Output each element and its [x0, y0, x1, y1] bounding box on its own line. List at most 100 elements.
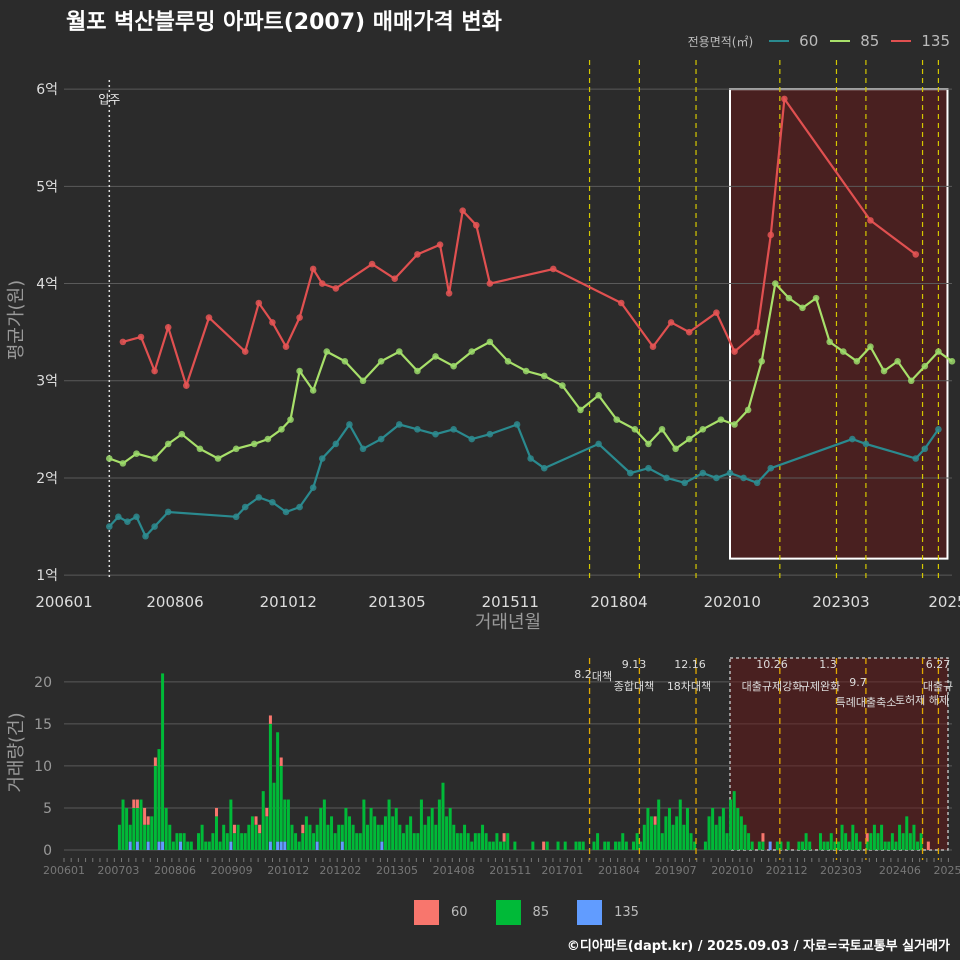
top-legend-title: 전용면적(㎡) — [687, 34, 754, 49]
volume-bar-85 — [286, 799, 290, 850]
volume-bar-85 — [667, 807, 671, 850]
volume-bar-60 — [132, 799, 136, 808]
volume-event-date: 9.7 — [849, 676, 867, 689]
price-point-60 — [269, 498, 276, 506]
volume-x-tick: 200601 — [43, 864, 85, 877]
price-point-135 — [296, 314, 303, 321]
price-x-tick: 200601 — [35, 593, 92, 611]
volume-bar-85 — [721, 807, 725, 850]
price-series-line-135 — [122, 95, 917, 390]
volume-bar-85 — [556, 841, 560, 850]
price-point-85 — [486, 338, 494, 346]
price-x-tick: 202010 — [704, 593, 761, 611]
volume-bar-85 — [513, 841, 517, 850]
price-point-60 — [232, 513, 240, 521]
price-point-85 — [839, 348, 847, 355]
volume-bar-85 — [650, 816, 654, 850]
price-point-85 — [377, 358, 385, 365]
volume-bar-85 — [211, 833, 215, 850]
volume-bar-135 — [135, 841, 139, 850]
volume-bar-85 — [822, 841, 826, 850]
price-point-135 — [269, 319, 276, 326]
volume-bar-60 — [135, 799, 139, 808]
volume-bar-85 — [139, 799, 143, 850]
volume-bar-60 — [214, 807, 218, 817]
price-point-60 — [164, 508, 172, 516]
price-x-tick: 2025 — [928, 593, 960, 611]
price-point-135 — [368, 260, 376, 268]
volume-bar-85 — [617, 841, 621, 850]
volume-bar-85 — [614, 841, 618, 850]
volume-bar-85 — [729, 799, 733, 850]
volume-bar-85 — [445, 816, 449, 850]
volume-bar-85 — [452, 824, 456, 850]
volume-bar-85 — [214, 816, 218, 850]
volume-bar-60 — [865, 833, 869, 842]
volume-bar-135 — [315, 841, 319, 850]
volume-bar-135 — [161, 841, 165, 850]
volume-bar-85 — [750, 841, 754, 850]
price-point-85 — [645, 440, 652, 448]
volume-bar-85 — [204, 841, 208, 850]
volume-bar-60 — [279, 757, 283, 766]
price-point-60 — [740, 474, 747, 482]
price-point-85 — [631, 426, 639, 433]
price-point-85 — [232, 445, 240, 453]
volume-bar-60 — [265, 807, 269, 817]
volume-bar-85 — [905, 816, 909, 850]
volume-bar-85 — [125, 807, 129, 850]
volume-bar-85 — [596, 833, 600, 850]
price-point-60 — [106, 523, 113, 530]
bottom-legend: 60 85 135 — [414, 900, 667, 925]
volume-bar-85 — [254, 824, 258, 850]
volume-bar-85 — [344, 807, 348, 850]
volume-bar-60 — [232, 824, 236, 834]
volume-bar-85 — [732, 791, 736, 850]
volume-bar-85 — [797, 841, 801, 850]
price-point-135 — [332, 285, 340, 292]
volume-bar-85 — [405, 824, 409, 850]
price-point-60 — [414, 426, 421, 433]
bottom-legend-swatch-135 — [577, 900, 603, 925]
volume-bar-85 — [448, 807, 452, 850]
bottom-legend-swatch-85 — [495, 900, 521, 925]
volume-x-tick: 202112 — [766, 864, 808, 877]
volume-bar-85 — [880, 824, 884, 850]
price-point-60 — [713, 474, 720, 482]
volume-bar-85 — [775, 841, 779, 850]
volume-bar-85 — [427, 816, 431, 850]
price-point-135 — [472, 221, 480, 229]
price-y-tick: 3억 — [36, 374, 58, 390]
volume-bar-85 — [872, 824, 876, 850]
volume-bar-85 — [894, 841, 898, 850]
price-point-85 — [826, 338, 833, 346]
volume-bar-85 — [890, 833, 894, 850]
price-x-tick: 201012 — [260, 593, 317, 611]
volume-bar-85 — [757, 841, 761, 850]
volume-bar-85 — [502, 841, 506, 850]
volume-bar-85 — [182, 833, 186, 850]
price-point-60 — [767, 464, 775, 472]
volume-bar-60 — [653, 816, 657, 825]
chart-title: 월포 벽산블루밍 아파트(2007) 매매가격 변화 — [66, 10, 502, 35]
volume-bar-85 — [222, 824, 226, 850]
volume-y-label: 거래량(건) — [6, 712, 27, 792]
volume-bar-85 — [707, 816, 711, 850]
volume-bar-135 — [276, 841, 280, 850]
price-point-60 — [468, 435, 476, 443]
volume-bar-85 — [441, 782, 445, 850]
volume-bar-85 — [883, 841, 887, 850]
price-point-135 — [767, 231, 775, 239]
price-x-tick: 200806 — [146, 593, 203, 611]
price-point-60 — [912, 455, 920, 462]
price-point-135 — [183, 382, 190, 389]
legend-swatch-60 — [769, 40, 790, 42]
price-y-tick: 4억 — [36, 277, 58, 293]
price-point-60 — [595, 440, 602, 448]
volume-x-tick: 201907 — [655, 864, 697, 877]
volume-event-text: 토허제 해제 — [895, 693, 949, 707]
volume-bar-85 — [401, 833, 405, 850]
volume-bar-85 — [563, 841, 567, 850]
